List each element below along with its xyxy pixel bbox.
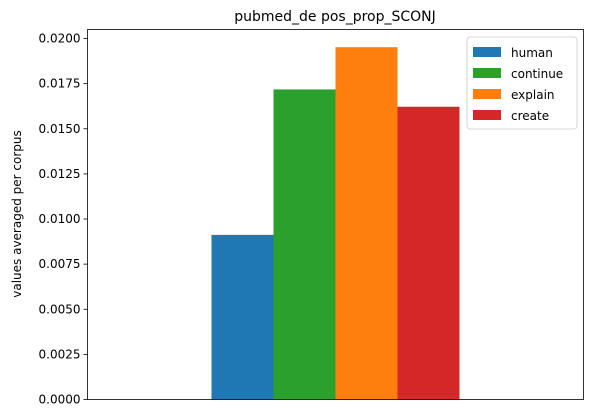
- plot-frame: [87, 29, 584, 400]
- legend: human continue explain create: [466, 36, 578, 130]
- y-tick-label: 0.0150: [39, 122, 81, 136]
- legend-label-continue: continue: [511, 67, 563, 81]
- bar-explain: [335, 47, 398, 400]
- legend-swatch-human: [473, 47, 501, 57]
- y-tick-label: 0.0175: [39, 77, 81, 91]
- legend-swatch-create: [473, 110, 501, 120]
- bar-create: [397, 106, 460, 400]
- bar-human: [211, 234, 274, 400]
- y-tick-label: 0.0050: [39, 302, 81, 316]
- legend-label-explain: explain: [511, 88, 555, 102]
- legend-swatch-explain: [473, 89, 501, 99]
- y-tick-label: 0.0100: [39, 212, 81, 226]
- y-axis: 0.0000 0.0025 0.0050 0.0075 0.0100 0.0125 0.01…: [39, 32, 88, 407]
- y-tick-label: 0.0075: [39, 257, 81, 271]
- chart-title: pubmed_de pos_prop_SCONJ: [234, 9, 436, 25]
- legend-swatch-continue: [473, 68, 501, 78]
- y-tick-label: 0.0200: [39, 32, 81, 46]
- y-axis-label: values averaged per corpus: [10, 130, 24, 298]
- y-tick-label: 0.0125: [39, 167, 81, 181]
- legend-label-human: human: [511, 46, 553, 60]
- y-tick-label: 0.0025: [39, 347, 81, 361]
- legend-box: [466, 36, 578, 130]
- y-tick-label: 0.0000: [39, 393, 81, 407]
- bars-group: [211, 47, 460, 400]
- bar-continue: [273, 89, 336, 400]
- legend-label-create: create: [511, 109, 549, 123]
